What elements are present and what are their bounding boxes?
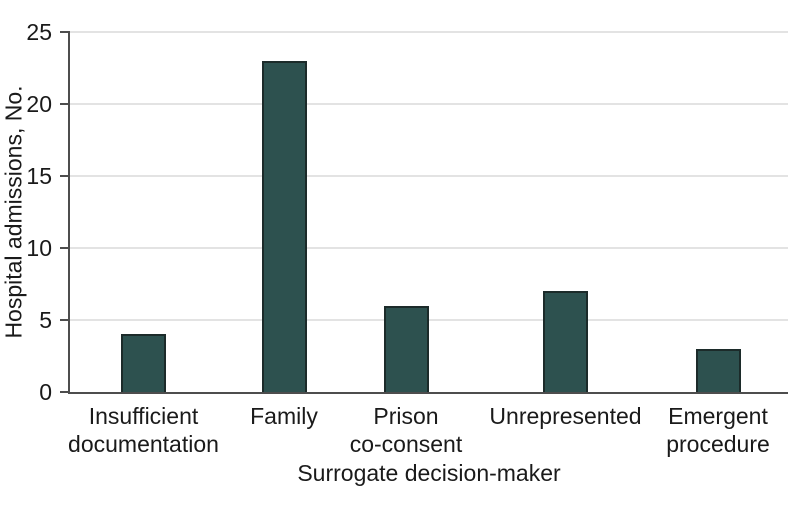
x-category-label-4: Emergent procedure <box>666 403 770 457</box>
x-category-label-1: Family <box>250 403 318 429</box>
bar-4 <box>695 348 741 392</box>
gridline-25 <box>70 31 788 33</box>
y-tick-label-10: 10 <box>26 235 52 261</box>
y-tick-label-0: 0 <box>39 379 52 405</box>
gridline-5 <box>70 319 788 321</box>
gridline-20 <box>70 103 788 105</box>
gridline-10 <box>70 247 788 249</box>
bar-1 <box>261 60 307 392</box>
y-axis-title: Hospital admissions, No. <box>0 85 27 339</box>
bar-0 <box>121 334 166 392</box>
y-tick-15 <box>60 175 70 177</box>
x-category-label-2: Prison co-consent <box>349 403 463 457</box>
y-tick-label-25: 25 <box>26 19 52 45</box>
y-tick-25 <box>60 31 70 33</box>
x-category-label-0: Insufficient documentation <box>68 403 219 457</box>
y-tick-10 <box>60 247 70 249</box>
y-tick-5 <box>60 319 70 321</box>
y-tick-label-15: 15 <box>26 163 52 189</box>
y-tick-label-20: 20 <box>26 91 52 117</box>
gridline-15 <box>70 175 788 177</box>
x-axis-line <box>68 392 788 394</box>
y-axis-line <box>68 32 70 394</box>
x-category-label-3: Unrepresented <box>489 403 642 429</box>
bar-3 <box>543 291 588 392</box>
plot-area: 0 5 10 15 20 25 Insufficient documentation Fami… <box>26 19 788 457</box>
y-tick-0 <box>60 391 70 393</box>
x-axis-title: Surrogate decision-maker <box>297 460 561 486</box>
y-tick-20 <box>60 103 70 105</box>
y-tick-label-5: 5 <box>39 307 52 333</box>
bar-2 <box>383 305 429 392</box>
